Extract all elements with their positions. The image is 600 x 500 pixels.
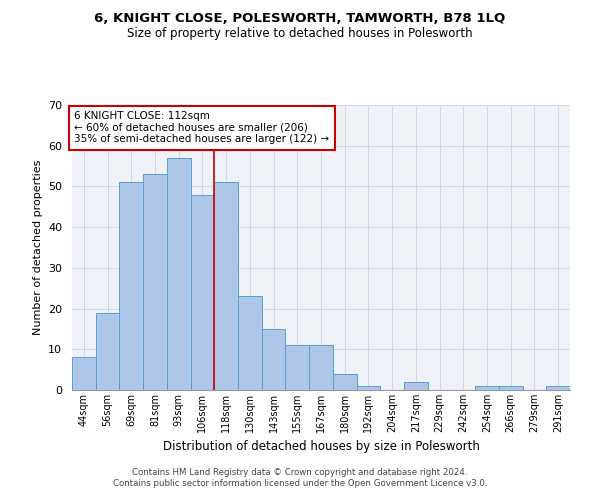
Bar	[119, 182, 143, 390]
Y-axis label: Number of detached properties: Number of detached properties	[32, 160, 43, 335]
Bar	[356, 386, 380, 390]
Text: Size of property relative to detached houses in Polesworth: Size of property relative to detached ho…	[127, 28, 473, 40]
X-axis label: Distribution of detached houses by size in Polesworth: Distribution of detached houses by size …	[163, 440, 479, 454]
Bar	[475, 386, 499, 390]
Text: 6, KNIGHT CLOSE, POLESWORTH, TAMWORTH, B78 1LQ: 6, KNIGHT CLOSE, POLESWORTH, TAMWORTH, B…	[94, 12, 506, 26]
Bar	[238, 296, 262, 390]
Bar	[143, 174, 167, 390]
Bar	[333, 374, 356, 390]
Bar	[72, 358, 96, 390]
Text: Contains HM Land Registry data © Crown copyright and database right 2024.
Contai: Contains HM Land Registry data © Crown c…	[113, 468, 487, 487]
Bar	[96, 312, 119, 390]
Bar	[309, 345, 333, 390]
Bar	[262, 329, 286, 390]
Bar	[214, 182, 238, 390]
Bar	[286, 345, 309, 390]
Bar	[546, 386, 570, 390]
Bar	[499, 386, 523, 390]
Bar	[191, 194, 214, 390]
Text: 6 KNIGHT CLOSE: 112sqm
← 60% of detached houses are smaller (206)
35% of semi-de: 6 KNIGHT CLOSE: 112sqm ← 60% of detached…	[74, 111, 329, 144]
Bar	[404, 382, 428, 390]
Bar	[167, 158, 191, 390]
